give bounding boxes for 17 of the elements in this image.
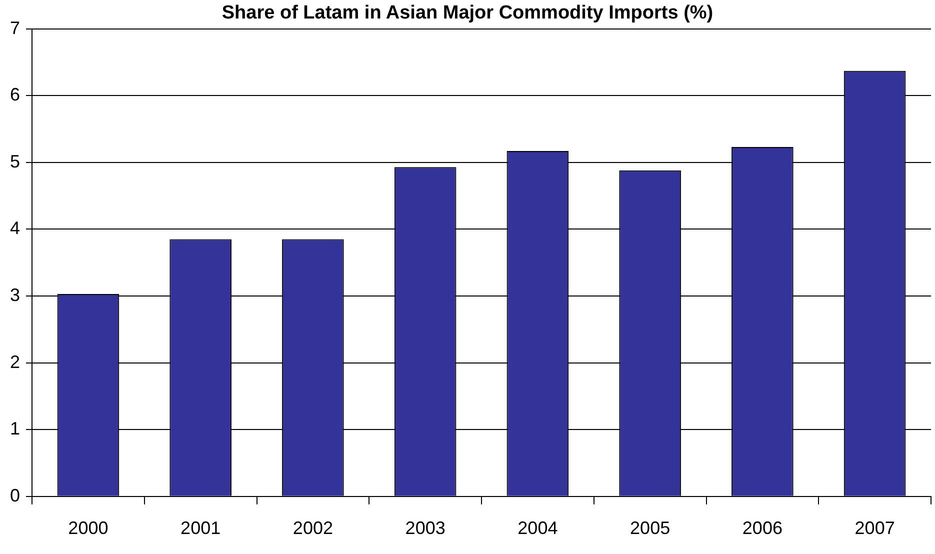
y-tick-label: 6 [10,84,20,105]
x-tick-label: 2002 [292,518,333,538]
x-tick-label: 2006 [742,518,782,538]
y-tick-label: 3 [10,284,20,305]
chart-title: Share of Latam in Asian Major Commodity Imports (%) [222,2,714,24]
x-tick-label: 2003 [405,518,446,538]
y-tick-label: 2 [10,352,20,372]
x-tick-label: 2005 [630,518,670,538]
x-tick-label: 2000 [68,518,108,538]
y-tick-label: 1 [10,418,20,439]
y-tick-label: 7 [10,18,20,38]
x-tick-label: 2001 [180,518,221,538]
y-tick-label: 0 [10,485,20,506]
y-tick-label: 4 [10,218,20,238]
x-tick-label: 2007 [854,518,895,538]
x-tick-label: 2004 [518,518,558,538]
y-tick-label: 5 [10,151,20,172]
